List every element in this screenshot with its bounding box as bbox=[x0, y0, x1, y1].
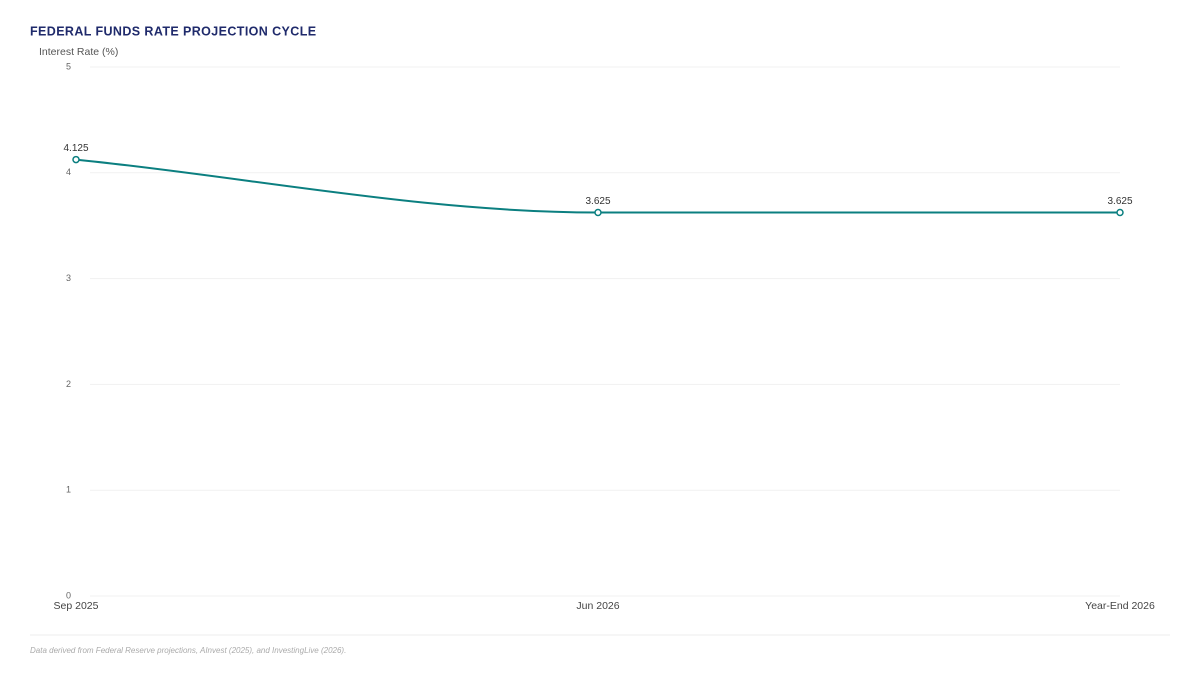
data-label: 4.125 bbox=[63, 143, 88, 154]
y-tick-label: 0 bbox=[66, 590, 71, 600]
point bbox=[1116, 208, 1124, 217]
y-tick-label: 2 bbox=[66, 379, 71, 389]
chart-title: FEDERAL FUNDS RATE PROJECTION CYCLE bbox=[30, 24, 316, 38]
y-tick-label: 4 bbox=[66, 167, 71, 177]
y-axis-label: Interest Rate (%) bbox=[39, 46, 118, 58]
source-note: Data derived from Federal Reserve projec… bbox=[30, 646, 346, 655]
data-label: 3.625 bbox=[1107, 196, 1132, 207]
y-tick-label: 3 bbox=[66, 273, 71, 283]
y-tick-label: 1 bbox=[66, 485, 71, 495]
point bbox=[594, 208, 602, 217]
x-tick-label: Year-End 2026 bbox=[1085, 600, 1155, 612]
point bbox=[72, 155, 80, 164]
data-label: 3.625 bbox=[585, 196, 610, 207]
x-tick-label: Sep 2025 bbox=[54, 600, 99, 612]
y-tick-label: 5 bbox=[66, 61, 71, 71]
x-tick-label: Jun 2026 bbox=[576, 600, 619, 612]
